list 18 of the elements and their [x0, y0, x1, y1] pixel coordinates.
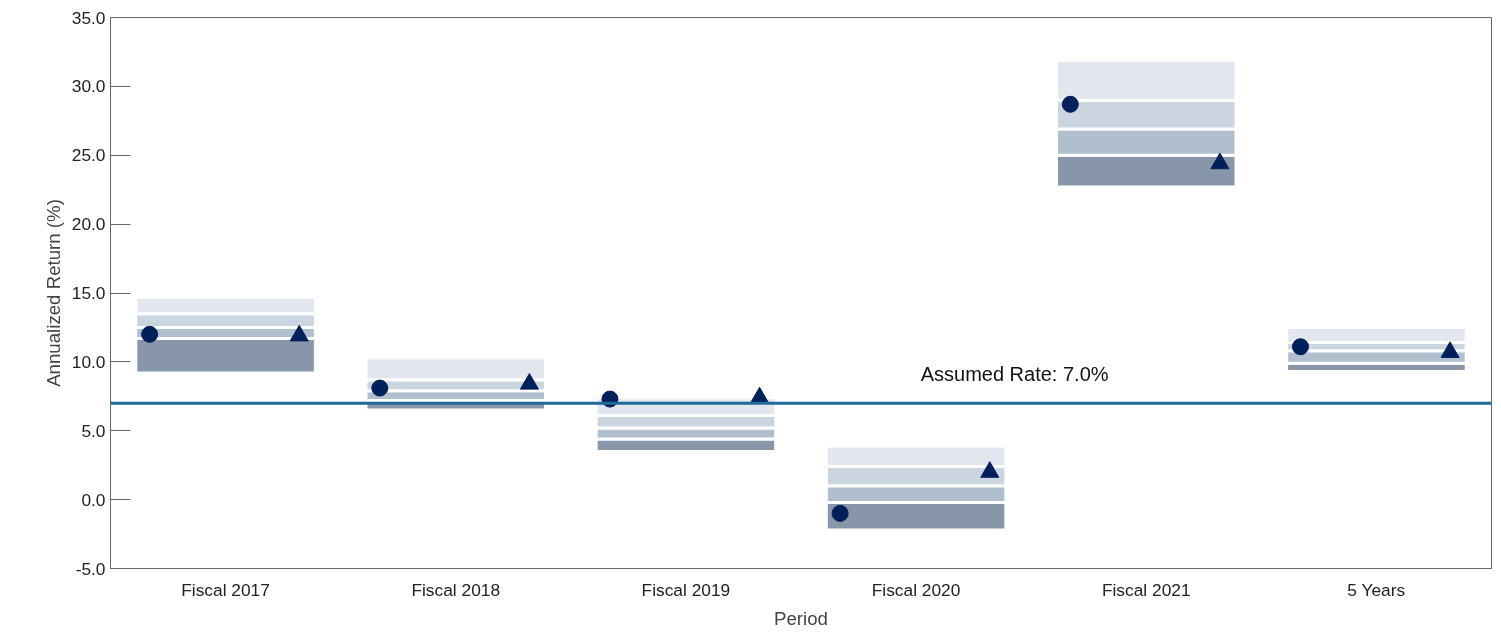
x-tick-label: 5 Years [1347, 579, 1406, 600]
y-tick-label: 5.0 [81, 420, 106, 441]
y-tick-label: 30.0 [71, 76, 106, 97]
x-tick-label: Fiscal 2019 [641, 579, 731, 600]
y-tick-label: 25.0 [71, 145, 106, 166]
x-axis-title: Period [774, 607, 828, 629]
x-tick-label: Fiscal 2021 [1101, 579, 1191, 600]
y-tick-label: 35.0 [71, 7, 106, 28]
x-tick-label: Fiscal 2018 [411, 579, 501, 600]
y-tick-label: -5.0 [75, 558, 106, 579]
x-tick-label: Fiscal 2020 [871, 579, 961, 600]
y-axis-title: Annualized Return (%) [42, 199, 64, 387]
y-tick-label: 20.0 [71, 214, 106, 235]
y-tick-label: 15.0 [71, 283, 106, 303]
y-tick-label: 10.0 [71, 351, 106, 372]
ref-line-label: Assumed Rate: 7.0% [920, 363, 1109, 386]
y-tick-label: 0.0 [81, 489, 106, 510]
x-tick-label: Fiscal 2017 [181, 579, 270, 600]
